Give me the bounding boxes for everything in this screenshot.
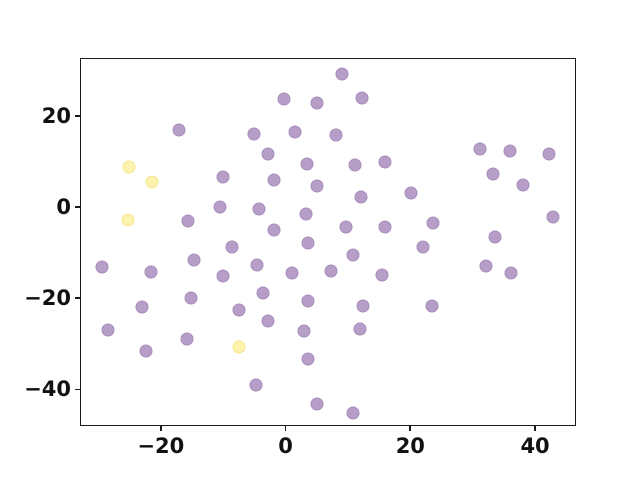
scatter-point-cluster-yellow <box>145 175 159 189</box>
scatter-point-cluster-purple <box>479 259 493 273</box>
x-tick-label: 40 <box>520 434 550 458</box>
scatter-point-cluster-purple <box>288 125 302 139</box>
scatter-point-cluster-purple <box>139 344 153 358</box>
y-tick-mark <box>75 388 80 391</box>
scatter-point-cluster-purple <box>225 240 239 254</box>
x-tick-mark <box>409 426 412 431</box>
scatter-point-cluster-purple <box>339 220 353 234</box>
scatter-point-cluster-purple <box>426 216 440 230</box>
x-tick-label: 0 <box>278 434 293 458</box>
scatter-point-cluster-yellow <box>232 340 246 354</box>
scatter-point-cluster-purple <box>285 266 299 280</box>
scatter-point-cluster-purple <box>267 173 281 187</box>
scatter-point-cluster-purple <box>300 157 314 171</box>
scatter-point-cluster-purple <box>135 300 149 314</box>
scatter-point-cluster-purple <box>416 240 430 254</box>
scatter-point-cluster-purple <box>250 258 264 272</box>
scatter-point-cluster-purple <box>184 291 198 305</box>
scatter-point-cluster-purple <box>277 92 291 106</box>
scatter-point-cluster-purple <box>181 214 195 228</box>
scatter-point-cluster-purple <box>542 147 556 161</box>
scatter-point-cluster-purple <box>310 397 324 411</box>
x-tick-label: 20 <box>395 434 425 458</box>
scatter-point-cluster-purple <box>261 314 275 328</box>
scatter-point-cluster-purple <box>473 142 487 156</box>
scatter-point-cluster-purple <box>425 299 439 313</box>
scatter-point-cluster-purple <box>546 210 560 224</box>
scatter-point-cluster-purple <box>375 268 389 282</box>
y-tick-mark <box>75 297 80 300</box>
x-tick-mark <box>159 426 162 431</box>
scatter-point-cluster-purple <box>267 223 281 237</box>
scatter-point-cluster-purple <box>261 147 275 160</box>
scatter-point-cluster-yellow <box>121 213 135 227</box>
y-tick-label: 0 <box>56 194 71 219</box>
y-tick-mark <box>75 205 80 208</box>
scatter-point-cluster-purple <box>378 220 392 233</box>
scatter-point-cluster-purple <box>172 123 186 137</box>
scatter-point-cluster-purple <box>348 158 362 172</box>
scatter-point-cluster-purple <box>335 67 349 81</box>
scatter-point-cluster-purple <box>486 167 500 181</box>
scatter-point-cluster-purple <box>299 207 313 221</box>
scatter-point-cluster-purple <box>324 264 338 278</box>
scatter-point-cluster-purple <box>504 266 518 280</box>
scatter-point-cluster-purple <box>346 406 360 420</box>
scatter-point-cluster-purple <box>187 253 201 267</box>
scatter-point-cluster-purple <box>180 332 194 346</box>
scatter-point-cluster-purple <box>213 200 227 214</box>
scatter-point-cluster-purple <box>503 144 517 158</box>
x-tick-mark <box>284 426 287 431</box>
scatter-point-cluster-purple <box>488 230 502 244</box>
scatter-point-cluster-purple <box>329 128 343 142</box>
scatter-point-cluster-purple <box>301 236 315 250</box>
x-tick-label: −20 <box>137 434 185 458</box>
scatter-point-cluster-purple <box>356 299 370 313</box>
y-tick-label: −20 <box>24 286 71 311</box>
scatter-point-cluster-purple <box>216 170 230 184</box>
scatter-point-cluster-purple <box>232 303 246 317</box>
scatter-point-cluster-purple <box>310 179 324 193</box>
scatter-point-cluster-purple <box>378 155 392 169</box>
scatter-point-cluster-purple <box>247 127 261 141</box>
scatter-point-cluster-yellow <box>122 160 136 174</box>
scatter-point-cluster-purple <box>297 324 311 338</box>
scatter-point-cluster-purple <box>256 286 270 300</box>
y-tick-label: 20 <box>41 103 71 128</box>
scatter-point-cluster-purple <box>310 96 324 110</box>
scatter-point-cluster-purple <box>144 265 158 279</box>
scatter-point-cluster-purple <box>101 323 115 337</box>
y-tick-mark <box>75 114 80 117</box>
scatter-point-cluster-purple <box>301 294 315 308</box>
plot-area <box>80 58 576 426</box>
scatter-point-cluster-purple <box>355 91 369 105</box>
scatter-point-cluster-purple <box>516 178 530 192</box>
x-tick-mark <box>534 426 536 431</box>
scatter-point-cluster-purple <box>249 378 263 392</box>
scatter-point-cluster-purple <box>252 202 266 216</box>
scatter-point-cluster-purple <box>354 190 368 204</box>
scatter-point-cluster-purple <box>353 322 367 336</box>
scatter-point-cluster-purple <box>95 260 109 274</box>
y-tick-label: −40 <box>24 377 71 402</box>
scatter-point-cluster-purple <box>346 248 360 262</box>
scatter-point-cluster-purple <box>216 269 230 283</box>
scatter-point-cluster-purple <box>301 352 315 366</box>
scatter-point-cluster-purple <box>404 186 418 200</box>
